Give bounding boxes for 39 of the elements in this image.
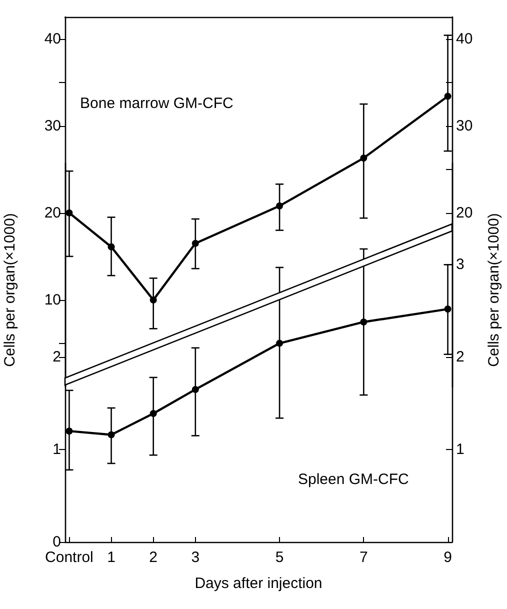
y-tick-label: 2 — [52, 348, 61, 366]
y2-tick-label: 30 — [456, 117, 473, 134]
x-tick-label: 1 — [107, 549, 116, 566]
point — [66, 428, 73, 435]
point — [444, 306, 452, 313]
point — [108, 243, 115, 250]
y-tick-label: 20 — [44, 204, 61, 222]
point — [192, 386, 199, 393]
y2-tick-label: 1 — [456, 441, 464, 458]
point — [276, 202, 284, 210]
y2-tick-label: 2 — [456, 348, 464, 366]
y2-tick-label: 20 — [456, 204, 473, 222]
point — [444, 92, 452, 100]
point — [108, 431, 115, 438]
point — [150, 296, 157, 304]
x-tick-label: 3 — [191, 549, 200, 566]
y-tick-label: 30 — [44, 117, 61, 134]
text: Spleen GM-CFC — [298, 471, 410, 488]
point — [66, 209, 73, 216]
x-tick-label: Control — [45, 549, 94, 566]
point — [150, 410, 157, 418]
y2-axis-title: Cells per organ(×1000) — [486, 213, 502, 367]
x-tick-label: 2 — [149, 549, 158, 566]
y2-tick-label: 40 — [456, 30, 473, 48]
y-tick-label: 40 — [44, 30, 61, 48]
y2-tick-label: 3 — [456, 256, 464, 274]
point — [276, 340, 284, 347]
x-tick-label: 7 — [359, 549, 368, 566]
x-tick-label: 5 — [275, 549, 284, 566]
y-tick-label: 0 — [52, 534, 61, 550]
y-tick-label: 10 — [44, 291, 61, 308]
x-tick-label: 9 — [444, 549, 452, 566]
point — [360, 318, 368, 326]
point — [360, 154, 368, 162]
y-axis-title: Cells per organ(×1000) — [2, 213, 18, 367]
text: Bone marrow GM-CFC — [80, 95, 234, 112]
point — [192, 240, 199, 247]
x-axis-title: Days after injection — [194, 575, 322, 592]
y-tick-label: 1 — [52, 441, 61, 458]
